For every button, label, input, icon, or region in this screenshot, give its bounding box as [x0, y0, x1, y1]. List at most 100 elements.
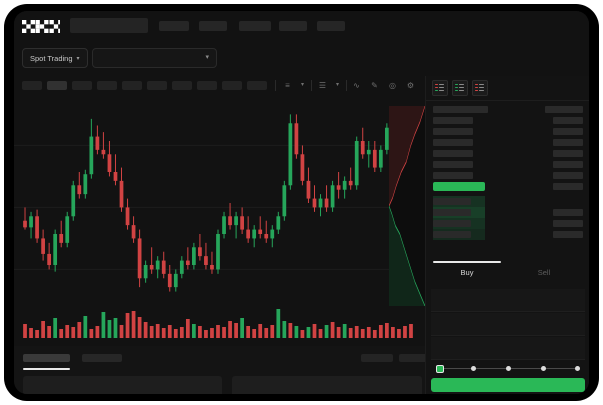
- orderbook-mode-both[interactable]: [432, 80, 448, 96]
- nav-item-2[interactable]: [199, 21, 227, 31]
- line-chart-icon[interactable]: ∿: [353, 81, 360, 90]
- market-depth-overlay: [389, 106, 425, 306]
- timeframe-5m[interactable]: [47, 81, 67, 90]
- settings-gear-icon[interactable]: ⚙: [406, 81, 415, 90]
- order-price: [433, 128, 473, 135]
- chevron-down-icon: ▾: [76, 56, 80, 62]
- orderbook-ask-row[interactable]: [426, 115, 589, 126]
- orderbook-bid-row[interactable]: [426, 196, 589, 207]
- market-bar: Spot Trading ▾ ▾: [14, 41, 589, 108]
- orderbook-ask-row[interactable]: [426, 170, 589, 181]
- order-price: [433, 198, 471, 205]
- orderbook-bid-row[interactable]: [426, 229, 589, 240]
- timeframe-1h[interactable]: [122, 81, 142, 90]
- top-nav: [14, 11, 589, 41]
- timeframe-4h[interactable]: [147, 81, 167, 90]
- order-size: [545, 106, 583, 113]
- orderbook-mode-bids[interactable]: [452, 80, 468, 96]
- order-price-field[interactable]: [431, 289, 585, 312]
- alert-icon[interactable]: ◎: [389, 81, 396, 90]
- order-price: [433, 161, 473, 168]
- order-price: [433, 172, 473, 179]
- spread-price: [433, 182, 485, 191]
- orders-panel: [14, 346, 431, 394]
- order-price: [433, 231, 471, 238]
- trading-mode-dropdown[interactable]: Spot Trading ▾: [22, 48, 88, 68]
- order-price: [433, 117, 473, 124]
- chart-type-icon[interactable]: ☰: [318, 81, 327, 90]
- orderbook-ask-row[interactable]: [426, 104, 589, 115]
- order-size: [553, 128, 583, 135]
- timeframe-more[interactable]: [247, 81, 267, 90]
- slider-stop-100[interactable]: [575, 365, 580, 371]
- orderbook-ask-row[interactable]: [426, 148, 589, 159]
- order-form: [426, 285, 589, 394]
- order-size: [553, 117, 583, 124]
- orderbook-bid-row[interactable]: [426, 218, 589, 229]
- bottom-action-1[interactable]: [361, 354, 393, 362]
- order-size: [553, 220, 583, 227]
- order-amount-field[interactable]: [431, 313, 585, 336]
- order-size: [553, 183, 583, 190]
- timeframe-30m[interactable]: [97, 81, 117, 90]
- toolbar-divider: [346, 80, 347, 91]
- nav-item-4[interactable]: [279, 21, 307, 31]
- okx-logo-icon[interactable]: [22, 20, 60, 33]
- bottom-action-2[interactable]: [399, 354, 431, 362]
- pair-select-dropdown[interactable]: ▾: [92, 48, 217, 68]
- timeframe-1mo[interactable]: [222, 81, 242, 90]
- timeframe-1m[interactable]: [22, 81, 42, 90]
- tab-sell[interactable]: Sell: [537, 268, 551, 277]
- order-size: [553, 150, 583, 157]
- orderbook-ask-row[interactable]: [426, 126, 589, 137]
- app-screen: Spot Trading ▾ ▾: [14, 11, 589, 394]
- chevron-down-icon: ▾: [205, 54, 209, 61]
- order-price: [433, 220, 471, 227]
- orderbook-ask-row[interactable]: [426, 159, 589, 170]
- order-price: [433, 139, 473, 146]
- candlestick-svg: [14, 114, 425, 338]
- nav-item-5[interactable]: [317, 21, 345, 31]
- timeframe-1d[interactable]: [172, 81, 192, 90]
- order-size: [553, 231, 583, 238]
- chart-type-chevron-icon[interactable]: ▾: [335, 82, 339, 88]
- price-chart[interactable]: [14, 96, 425, 346]
- tab-order-history[interactable]: [82, 354, 122, 362]
- drawing-pencil-icon[interactable]: ✎: [371, 81, 378, 90]
- indicators-chevron-icon[interactable]: ▾: [300, 82, 304, 88]
- order-price: [433, 209, 471, 216]
- nav-item-3[interactable]: [239, 21, 271, 31]
- orderbook-divider: [426, 100, 589, 101]
- nav-search-field[interactable]: [70, 18, 148, 33]
- order-price: [433, 106, 488, 113]
- orderbook[interactable]: [426, 101, 589, 261]
- toolbar-divider: [311, 80, 312, 91]
- orders-card-right: [232, 376, 422, 394]
- orderbook-spread-row[interactable]: [426, 181, 589, 192]
- timeframe-1w[interactable]: [197, 81, 217, 90]
- active-side-underline: [433, 261, 501, 263]
- slider-handle[interactable]: [436, 364, 444, 373]
- amount-percent-slider[interactable]: [436, 364, 580, 373]
- order-size: [553, 139, 583, 146]
- slider-stop-25[interactable]: [471, 365, 476, 371]
- slider-stop-75[interactable]: [541, 365, 546, 371]
- orders-card-left: [23, 376, 222, 394]
- order-price: [433, 150, 473, 157]
- order-total-field[interactable]: [431, 337, 585, 360]
- order-panel: Buy Sell: [425, 76, 589, 394]
- timeframe-15m[interactable]: [72, 81, 92, 90]
- order-size: [553, 161, 583, 168]
- order-size: [553, 172, 583, 179]
- tab-buy[interactable]: Buy: [460, 268, 474, 277]
- indicators-icon[interactable]: ≡: [285, 81, 290, 90]
- slider-stop-50[interactable]: [506, 365, 511, 371]
- orderbook-ask-row[interactable]: [426, 137, 589, 148]
- orderbook-bid-row[interactable]: [426, 207, 589, 218]
- submit-order-button[interactable]: [431, 378, 585, 392]
- tab-open-orders[interactable]: [23, 354, 70, 362]
- orderbook-mode-asks[interactable]: [472, 80, 488, 96]
- order-size: [553, 209, 583, 216]
- nav-item-1[interactable]: [159, 21, 189, 31]
